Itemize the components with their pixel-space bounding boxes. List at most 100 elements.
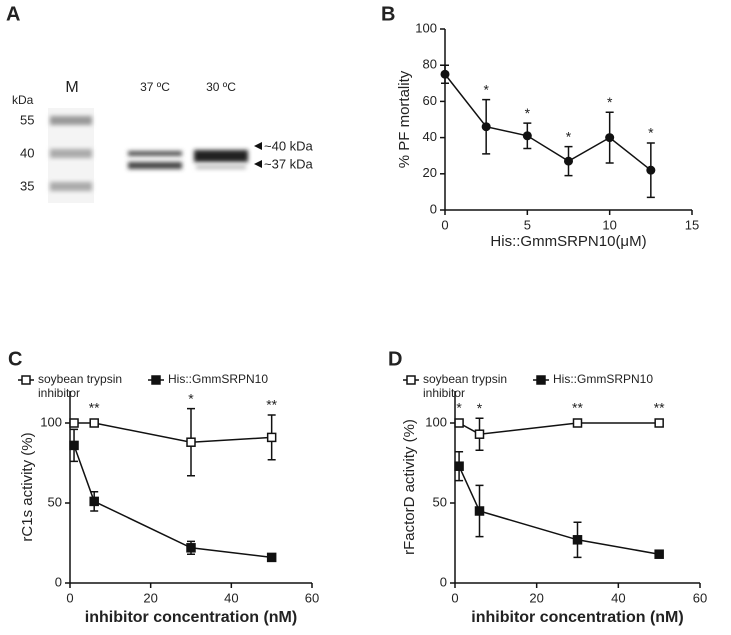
marker (572, 418, 583, 428)
marker (89, 418, 99, 428)
y-tick-label: 60 (423, 93, 437, 108)
marker (186, 543, 196, 553)
marker (266, 432, 277, 443)
y-tick-label: 100 (415, 20, 437, 35)
marker (454, 461, 464, 471)
series-line (73, 445, 272, 559)
chart: C 0 50 100 0 20 40 60 inhibitor concentration (n… (8, 348, 319, 626)
unit-label: kDa (12, 93, 34, 107)
series-line (444, 73, 652, 171)
marker (186, 437, 196, 447)
ladder-label: 40 (20, 145, 34, 160)
gel-band (196, 165, 246, 169)
significance-label: * (648, 125, 654, 141)
ladder-label: 35 (20, 178, 34, 193)
series-line (458, 465, 660, 555)
x-axis-label: inhibitor concentration (nM) (471, 609, 683, 626)
legend-marker (151, 375, 161, 385)
significance-label: ** (654, 400, 665, 416)
y-tick-label: 0 (430, 201, 437, 216)
x-tick-label: 60 (693, 590, 707, 605)
legend-marker (406, 375, 416, 385)
legend-label: soybean trypsin inhibitor (38, 372, 123, 400)
panel-label: C (8, 348, 22, 370)
x-tick-label: 10 (602, 217, 616, 232)
marker (474, 429, 485, 439)
significance-label: ** (266, 397, 277, 413)
y-axis-label: rFactorD activity (%) (401, 419, 418, 555)
panel-label: A (6, 3, 20, 25)
significance-label: * (607, 94, 613, 110)
y-tick-label: 100 (40, 414, 62, 429)
y-axis-label: rC1s activity (%) (19, 432, 36, 541)
gel-band (128, 151, 182, 156)
x-tick-label: 20 (143, 590, 157, 605)
band-label: ~37 kDa (264, 156, 314, 171)
x-tick-label: 0 (441, 217, 448, 232)
legend-label: soybean trypsin inhibitor (423, 372, 508, 400)
marker (69, 440, 79, 451)
marker (654, 549, 664, 559)
lane-label: 30 ºC (206, 80, 236, 94)
significance-label: * (566, 128, 572, 144)
y-tick-label: 40 (423, 129, 437, 144)
gel-band (50, 182, 92, 191)
significance-label: * (456, 400, 462, 416)
x-tick-label: 40 (611, 590, 625, 605)
gel-band (128, 162, 182, 169)
significance-label: * (525, 105, 531, 121)
significance-label: * (188, 390, 194, 406)
marker (440, 69, 450, 79)
y-tick-label: 20 (423, 165, 437, 180)
gel-panel: A M kDa 55 40 35 37 ºC 30 ºC ~40 kDa ~37… (6, 3, 314, 203)
y-axis-label: % PF mortality (396, 70, 413, 168)
series-line (458, 422, 660, 435)
significance-label: * (477, 400, 483, 416)
lane-label: 37 ºC (140, 80, 170, 94)
marker (266, 552, 277, 563)
legend-entry: soybean trypsin inhibitor (423, 372, 508, 400)
marker (454, 418, 464, 428)
gel-band (50, 116, 92, 125)
x-tick-label: 20 (529, 590, 543, 605)
x-axis-label: His::GmmSRPN10(μM) (490, 233, 646, 250)
marker (89, 496, 99, 507)
lane-label: M (65, 79, 78, 96)
marker (572, 535, 583, 545)
x-tick-label: 5 (524, 217, 531, 232)
x-tick-label: 15 (685, 217, 699, 232)
marker (654, 418, 664, 428)
significance-label: ** (89, 400, 100, 416)
significance-label: ** (572, 400, 583, 416)
gel-band (50, 149, 92, 158)
gel-band (194, 150, 248, 162)
marker (564, 156, 573, 166)
x-axis-label: inhibitor concentration (nM) (85, 609, 297, 626)
y-tick-label: 100 (425, 414, 447, 429)
marker (605, 133, 615, 143)
legend-marker (536, 375, 546, 385)
panel-label: D (388, 348, 402, 370)
y-tick-label: 80 (423, 57, 437, 72)
y-tick-label: 0 (440, 574, 447, 589)
legend-entry: His::GmmSRPN10 (168, 372, 269, 386)
arrowhead (254, 142, 262, 150)
x-tick-label: 60 (305, 590, 319, 605)
x-tick-label: 0 (451, 590, 458, 605)
marker (481, 122, 491, 132)
x-tick-label: 40 (224, 590, 238, 605)
legend-label: His::GmmSRPN10 (553, 372, 654, 386)
marker (522, 131, 532, 141)
x-tick-label: 0 (66, 590, 73, 605)
band-label: ~40 kDa (264, 138, 314, 153)
marker (69, 418, 79, 428)
chart: D 0 50 100 0 20 40 60 inhibitor concentration (n… (388, 348, 707, 626)
y-tick-label: 50 (433, 494, 447, 509)
legend-entry: soybean trypsin inhibitor (38, 372, 123, 400)
legend-label: His::GmmSRPN10 (168, 372, 269, 386)
significance-label: * (483, 81, 489, 97)
marker (474, 506, 485, 516)
